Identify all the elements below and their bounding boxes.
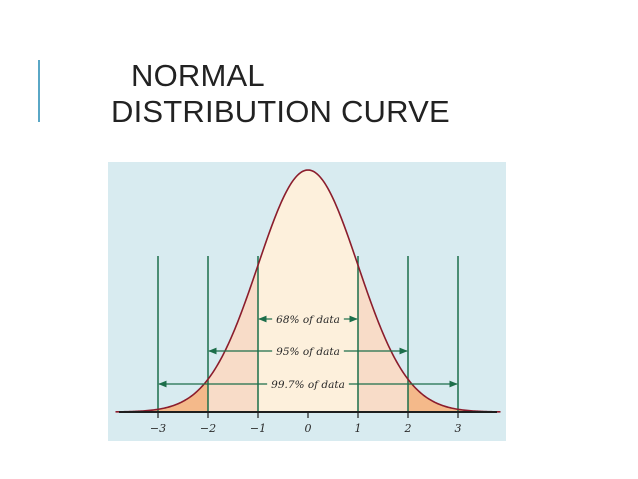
slide-title-line1: NORMAL — [131, 58, 265, 93]
tick-label: −1 — [250, 422, 266, 435]
tail-fill-left — [115, 379, 208, 412]
chart-svg: −3 −2 −1 0 1 2 3 68% of data 95% of data 99.7% o… — [108, 162, 506, 441]
density-curve — [115, 169, 501, 413]
slide-title: NORMAL DISTRIBUTION CURVE — [111, 58, 450, 130]
center-fill — [258, 170, 358, 412]
interval-label: 99.7% of data — [271, 379, 345, 391]
tail-fill-right — [408, 379, 501, 412]
tick-label: 0 — [305, 422, 312, 435]
tick-label: 2 — [404, 422, 412, 435]
interval-label: 95% of data — [276, 346, 340, 358]
tick-label: 1 — [355, 422, 362, 435]
accent-bar — [38, 60, 40, 122]
interval-1: 68% of data — [258, 314, 358, 326]
normal-distribution-chart: −3 −2 −1 0 1 2 3 68% of data 95% of data 99.7% o… — [108, 162, 506, 441]
tick-label: −2 — [200, 422, 216, 435]
interval-2: 95% of data — [208, 346, 408, 358]
slide-title-line2: DISTRIBUTION CURVE — [111, 94, 450, 129]
tick-label: −3 — [150, 422, 166, 435]
interval-3: 99.7% of data — [158, 379, 458, 391]
tick-label: 3 — [455, 422, 462, 435]
interval-label: 68% of data — [276, 314, 340, 326]
